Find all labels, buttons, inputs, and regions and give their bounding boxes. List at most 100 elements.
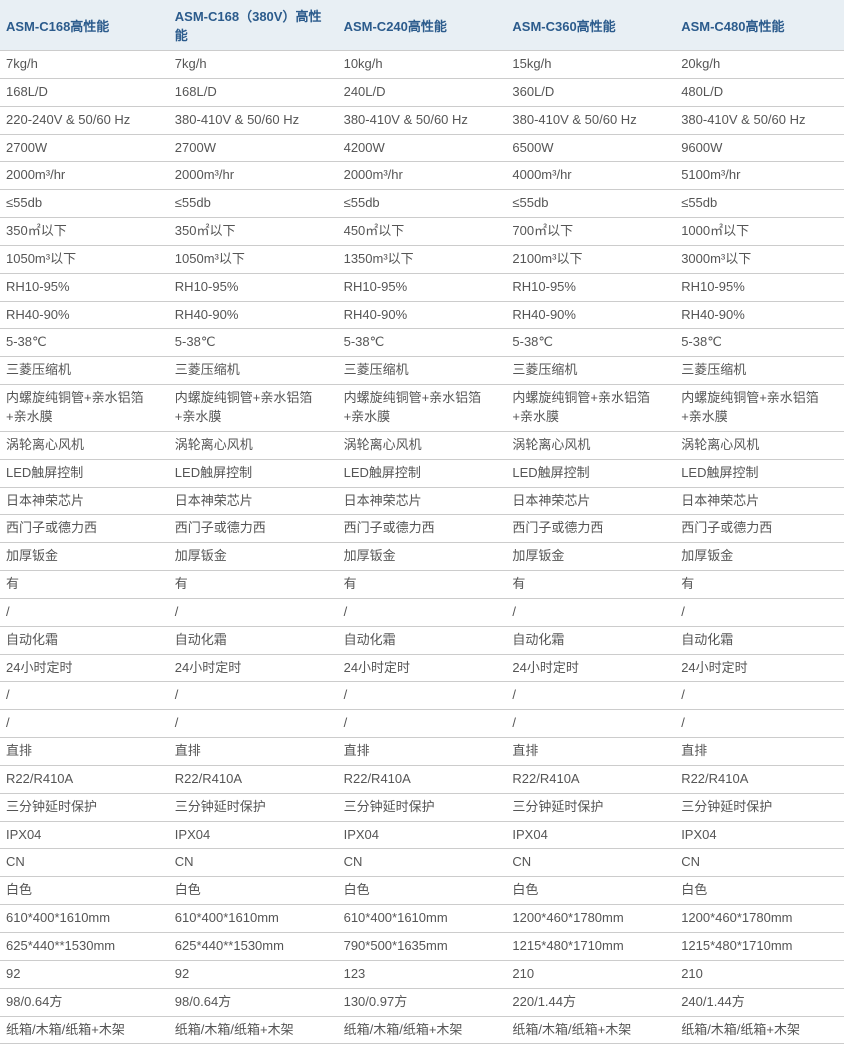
table-cell: 内螺旋纯铜管+亲水铝箔+亲水膜 xyxy=(0,385,169,432)
col-header: ASM-C240高性能 xyxy=(338,0,507,51)
table-cell: 610*400*1610mm xyxy=(0,905,169,933)
table-cell: 三分钟延时保护 xyxy=(169,793,338,821)
table-cell: 日本神荣芯片 xyxy=(169,487,338,515)
table-cell: 直排 xyxy=(675,738,844,766)
table-cell: 白色 xyxy=(0,877,169,905)
table-cell: 92 xyxy=(0,960,169,988)
table-cell: 2000m³/hr xyxy=(169,162,338,190)
table-row: R22/R410AR22/R410AR22/R410AR22/R410AR22/… xyxy=(0,765,844,793)
table-cell: 涡轮离心风机 xyxy=(675,431,844,459)
table-cell: 直排 xyxy=(506,738,675,766)
table-cell: 220/1.44方 xyxy=(506,988,675,1016)
table-cell: / xyxy=(169,710,338,738)
table-row: 625*440**1530mm625*440**1530mm790*500*16… xyxy=(0,933,844,961)
table-row: 5-38℃5-38℃5-38℃5-38℃5-38℃ xyxy=(0,329,844,357)
table-row: 内螺旋纯铜管+亲水铝箔+亲水膜内螺旋纯铜管+亲水铝箔+亲水膜内螺旋纯铜管+亲水铝… xyxy=(0,385,844,432)
table-row: 9292123210210 xyxy=(0,960,844,988)
table-cell: 3000m³以下 xyxy=(675,245,844,273)
table-row: ///// xyxy=(0,682,844,710)
table-cell: 自动化霜 xyxy=(338,626,507,654)
table-cell: 直排 xyxy=(0,738,169,766)
table-row: ///// xyxy=(0,598,844,626)
table-row: 纸箱/木箱/纸箱+木架纸箱/木箱/纸箱+木架纸箱/木箱/纸箱+木架纸箱/木箱/纸… xyxy=(0,1016,844,1044)
table-cell: 1000㎡以下 xyxy=(675,218,844,246)
table-cell: ≤55db xyxy=(338,190,507,218)
table-cell: RH40-90% xyxy=(338,301,507,329)
table-cell: 日本神荣芯片 xyxy=(0,487,169,515)
table-cell: 三分钟延时保护 xyxy=(338,793,507,821)
table-cell: R22/R410A xyxy=(675,765,844,793)
table-cell: 直排 xyxy=(338,738,507,766)
table-row: ///// xyxy=(0,710,844,738)
table-cell: LED触屏控制 xyxy=(506,459,675,487)
table-cell: 5-38℃ xyxy=(169,329,338,357)
table-cell: 20kg/h xyxy=(675,51,844,79)
table-cell: RH10-95% xyxy=(169,273,338,301)
table-cell: 加厚钣金 xyxy=(0,543,169,571)
table-cell: 三菱压缩机 xyxy=(338,357,507,385)
table-row: ≤55db≤55db≤55db≤55db≤55db xyxy=(0,190,844,218)
table-row: 1050m³以下1050m³以下1350m³以下2100m³以下3000m³以下 xyxy=(0,245,844,273)
table-cell: 1200*460*1780mm xyxy=(675,905,844,933)
table-cell: 1215*480*1710mm xyxy=(675,933,844,961)
table-cell: R22/R410A xyxy=(506,765,675,793)
table-cell: 纸箱/木箱/纸箱+木架 xyxy=(169,1016,338,1044)
table-row: 98/0.64方98/0.64方130/0.97方220/1.44方240/1.… xyxy=(0,988,844,1016)
table-cell: / xyxy=(0,682,169,710)
table-cell: ≤55db xyxy=(675,190,844,218)
table-cell: / xyxy=(506,710,675,738)
table-row: 加厚钣金加厚钣金加厚钣金加厚钣金加厚钣金 xyxy=(0,543,844,571)
table-cell: 4200W xyxy=(338,134,507,162)
table-row: LED触屏控制LED触屏控制LED触屏控制LED触屏控制LED触屏控制 xyxy=(0,459,844,487)
table-row: 涡轮离心风机涡轮离心风机涡轮离心风机涡轮离心风机涡轮离心风机 xyxy=(0,431,844,459)
table-cell: RH40-90% xyxy=(675,301,844,329)
table-cell: 210 xyxy=(506,960,675,988)
table-cell: 1215*480*1710mm xyxy=(506,933,675,961)
table-cell: 三菱压缩机 xyxy=(0,357,169,385)
table-cell: 涡轮离心风机 xyxy=(0,431,169,459)
table-cell: 98/0.64方 xyxy=(0,988,169,1016)
table-row: 日本神荣芯片日本神荣芯片日本神荣芯片日本神荣芯片日本神荣芯片 xyxy=(0,487,844,515)
table-cell: 自动化霜 xyxy=(0,626,169,654)
table-cell: RH40-90% xyxy=(169,301,338,329)
table-cell: 130/0.97方 xyxy=(338,988,507,1016)
table-cell: / xyxy=(338,710,507,738)
table-cell: R22/R410A xyxy=(0,765,169,793)
table-cell: R22/R410A xyxy=(338,765,507,793)
table-row: RH10-95%RH10-95%RH10-95%RH10-95%RH10-95% xyxy=(0,273,844,301)
table-cell: 24小时定时 xyxy=(0,654,169,682)
table-row: 自动化霜自动化霜自动化霜自动化霜自动化霜 xyxy=(0,626,844,654)
table-cell: 白色 xyxy=(675,877,844,905)
table-cell: 三菱压缩机 xyxy=(169,357,338,385)
table-cell: 2000m³/hr xyxy=(0,162,169,190)
table-cell: 5-38℃ xyxy=(338,329,507,357)
table-cell: 有 xyxy=(169,571,338,599)
table-cell: RH40-90% xyxy=(506,301,675,329)
table-cell: 加厚钣金 xyxy=(675,543,844,571)
table-row: 有有有有有 xyxy=(0,571,844,599)
table-cell: 三分钟延时保护 xyxy=(506,793,675,821)
table-row: 610*400*1610mm610*400*1610mm610*400*1610… xyxy=(0,905,844,933)
table-cell: IPX04 xyxy=(506,821,675,849)
table-cell: 15kg/h xyxy=(506,51,675,79)
table-cell: 西门子或德力西 xyxy=(169,515,338,543)
table-cell: LED触屏控制 xyxy=(338,459,507,487)
table-cell: 7kg/h xyxy=(0,51,169,79)
table-cell: 5100m³/hr xyxy=(675,162,844,190)
table-cell: 内螺旋纯铜管+亲水铝箔+亲水膜 xyxy=(675,385,844,432)
table-cell: 92 xyxy=(169,960,338,988)
table-row: 7kg/h7kg/h10kg/h15kg/h20kg/h xyxy=(0,51,844,79)
table-row: 168L/D168L/D240L/D360L/D480L/D xyxy=(0,78,844,106)
table-cell: 5-38℃ xyxy=(506,329,675,357)
col-header: ASM-C480高性能 xyxy=(675,0,844,51)
table-cell: RH10-95% xyxy=(506,273,675,301)
table-cell: 1050m³以下 xyxy=(169,245,338,273)
table-cell: / xyxy=(506,682,675,710)
table-cell: 1050m³以下 xyxy=(0,245,169,273)
table-cell: 380-410V & 50/60 Hz xyxy=(506,106,675,134)
table-cell: 涡轮离心风机 xyxy=(338,431,507,459)
table-cell: RH10-95% xyxy=(338,273,507,301)
table-cell: 加厚钣金 xyxy=(338,543,507,571)
table-cell: 日本神荣芯片 xyxy=(338,487,507,515)
table-cell: 2700W xyxy=(169,134,338,162)
